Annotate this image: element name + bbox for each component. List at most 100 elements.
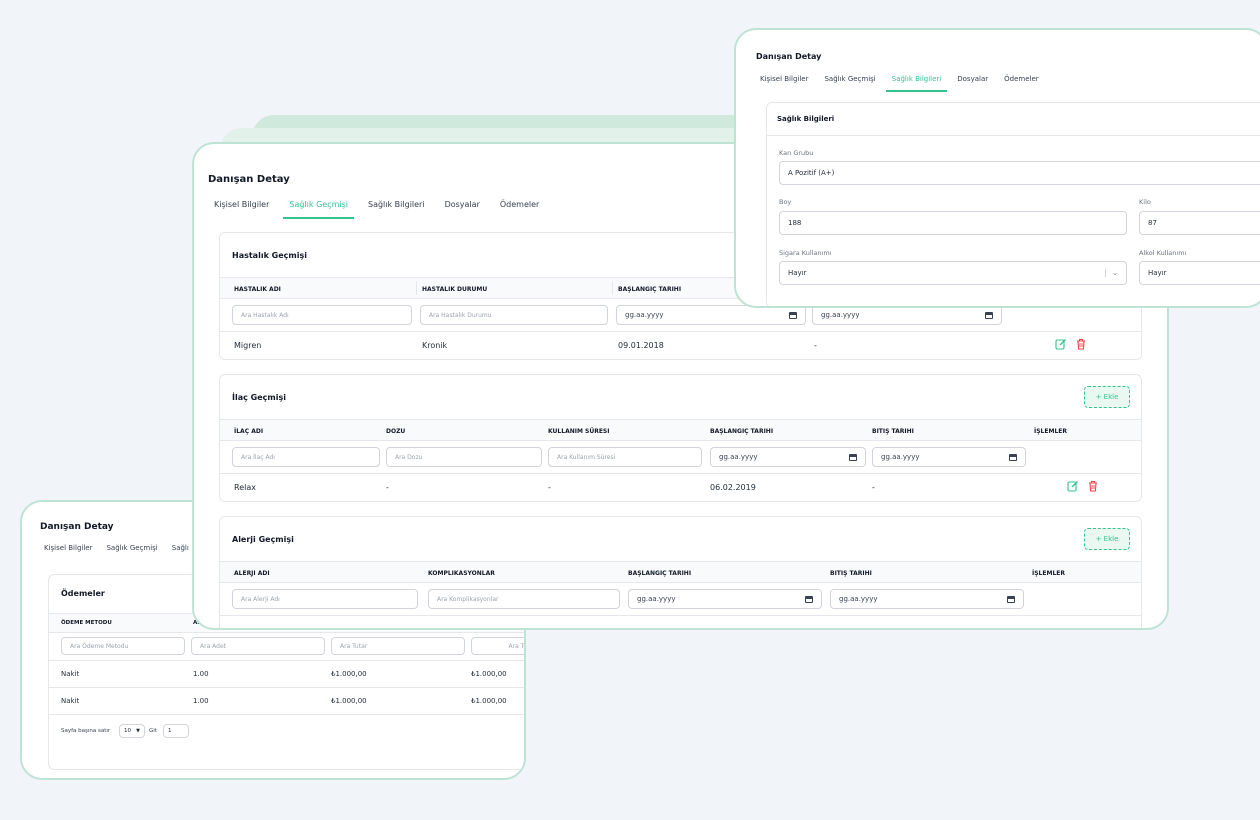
table-cell: Kronik: [422, 341, 448, 350]
tab-health-info[interactable]: Sağlık Bilgileri: [885, 75, 947, 92]
column-header: ALERJI ADI: [234, 570, 270, 577]
health-info-card: Danışan Detay Kişisel Bilgiler Sağlık Ge…: [734, 28, 1260, 308]
disease-name-filter[interactable]: Ara Hastalık Adı: [232, 305, 412, 325]
row-divider: [220, 473, 1141, 474]
tab-personal[interactable]: Kişisel Bilgiler: [214, 200, 270, 209]
table-header: İLAÇ ADI DOZU KULLANIM SÜRESI BAŞLANGIÇ …: [220, 419, 1141, 441]
tab-bar: Kişisel Bilgiler Sağlık Geçmişi Sağlık B…: [760, 75, 1039, 92]
calendar-icon: [849, 453, 857, 461]
table-cell: Nakit: [61, 697, 80, 705]
table-cell: 09.01.2018: [618, 341, 664, 350]
date-placeholder: gg.aa.yyyy: [637, 595, 676, 603]
end-date-filter[interactable]: gg.aa.yyyy: [812, 305, 1002, 325]
calendar-icon: [985, 311, 993, 319]
smoking-value: Hayır: [788, 269, 807, 277]
column-header: HASTALIK ADI: [234, 286, 281, 293]
section-title: Alerji Geçmişi: [232, 535, 294, 544]
tab-health-history[interactable]: Sağlık Geçmişi: [824, 75, 876, 83]
allergy-history-section: Alerji Geçmişi + Ekle ALERJI ADI KOMPLIK…: [219, 516, 1142, 628]
tab-health-history[interactable]: Sağlık Geçmişi: [106, 544, 158, 552]
date-placeholder: gg.aa.yyyy: [625, 311, 664, 319]
date-placeholder: gg.aa.yyyy: [839, 595, 878, 603]
goto-page-input[interactable]: 1: [163, 724, 189, 738]
column-header: BAŞLANGIÇ TARIHI: [618, 286, 682, 293]
column-header: İŞLEMLER: [1034, 428, 1067, 435]
row-divider: [220, 331, 1141, 332]
section-divider: [767, 135, 1260, 136]
alcohol-value: Hayır: [1148, 269, 1167, 277]
disease-status-filter[interactable]: Ara Hastalık Durumu: [420, 305, 608, 325]
tab-payments[interactable]: Ödemeler: [499, 200, 540, 209]
medication-name-filter[interactable]: Ara İlaç Adı: [232, 447, 380, 467]
tab-payments[interactable]: Ödemeler: [1004, 75, 1039, 83]
column-header: İLAÇ ADI: [234, 428, 264, 435]
trash-icon[interactable]: [1074, 337, 1088, 351]
column-header: KOMPLIKASYONLAR: [428, 570, 495, 577]
column-header: DOZU: [386, 428, 406, 435]
end-date-filter[interactable]: gg.aa.yyyy: [830, 589, 1024, 609]
tab-personal[interactable]: Kişisel Bilgiler: [760, 75, 809, 83]
section-title: Sağlık Bilgileri: [777, 115, 835, 123]
add-medication-button[interactable]: + Ekle: [1084, 386, 1130, 408]
quantity-filter[interactable]: Ara Adet: [191, 637, 325, 655]
tab-personal[interactable]: Kişisel Bilgiler: [44, 544, 93, 552]
rows-per-page-select[interactable]: 10 ▼: [119, 724, 145, 738]
table-cell: ₺1.000,00: [471, 670, 507, 678]
trash-icon[interactable]: [1086, 479, 1100, 493]
column-header: HASTALIK DURUMU: [422, 286, 488, 293]
column-header: ÖDEME METODU: [61, 620, 112, 626]
edit-icon[interactable]: [1066, 479, 1080, 493]
tab-files[interactable]: Dosyalar: [957, 75, 989, 83]
add-allergy-button[interactable]: + Ekle: [1084, 528, 1130, 550]
table-cell: -: [872, 483, 875, 492]
allergy-name-filter[interactable]: Ara Alerji Adı: [232, 589, 418, 609]
start-date-filter[interactable]: gg.aa.yyyy: [628, 589, 822, 609]
total-filter[interactable]: Ara Toplam: [471, 637, 524, 655]
end-date-filter[interactable]: gg.aa.yyyy: [872, 447, 1026, 467]
column-separator: [416, 281, 417, 295]
goto-label: Git: [149, 728, 157, 734]
tab-health-history[interactable]: Sağlık Geçmişi: [283, 200, 354, 219]
start-date-filter[interactable]: gg.aa.yyyy: [616, 305, 806, 325]
height-field[interactable]: 188: [779, 211, 1127, 235]
smoking-select[interactable]: Hayır ⌄: [779, 261, 1127, 285]
page-title: Danışan Detay: [756, 52, 822, 61]
table-cell: Migren: [234, 341, 262, 350]
row-divider: [49, 660, 524, 661]
table-cell: 1.00: [193, 670, 209, 678]
column-header: KULLANIM SÜRESI: [548, 428, 610, 435]
tab-health-info[interactable]: Sağlı: [171, 544, 189, 552]
usage-duration-filter[interactable]: Ara Kullanım Süresi: [548, 447, 702, 467]
table-cell: ₺1.000,00: [331, 697, 367, 705]
section-title: Hastalık Geçmişi: [232, 251, 307, 260]
start-date-filter[interactable]: gg.aa.yyyy: [710, 447, 866, 467]
table-cell: Relax: [234, 483, 256, 492]
edit-icon[interactable]: [1054, 337, 1068, 351]
calendar-icon: [805, 595, 813, 603]
column-header: İŞLEMLER: [1032, 570, 1065, 577]
alcohol-label: Alkol Kullanımı: [1139, 249, 1187, 257]
tab-files[interactable]: Dosyalar: [444, 200, 480, 209]
payment-method-filter[interactable]: Ara Ödeme Metodu: [61, 637, 185, 655]
table-cell: ₺1.000,00: [331, 670, 367, 678]
calendar-icon: [1009, 453, 1017, 461]
table-cell: ₺1.000,00: [471, 697, 507, 705]
medication-history-section: İlaç Geçmişi + Ekle İLAÇ ADI DOZU KULLAN…: [219, 374, 1142, 502]
dose-filter[interactable]: Ara Dozu: [386, 447, 542, 467]
complications-filter[interactable]: Ara Komplikasyonlar: [428, 589, 620, 609]
rows-per-page-label: Sayfa başına satır: [61, 728, 111, 734]
weight-field[interactable]: 87: [1139, 211, 1260, 235]
amount-filter[interactable]: Ara Tutar: [331, 637, 465, 655]
row-divider: [49, 714, 524, 715]
section-title: İlaç Geçmişi: [232, 393, 286, 402]
date-placeholder: gg.aa.yyyy: [821, 311, 860, 319]
tab-health-info[interactable]: Sağlık Bilgileri: [368, 200, 425, 209]
alcohol-select[interactable]: Hayır: [1139, 261, 1260, 285]
table-cell: -: [386, 483, 389, 492]
column-header: BITIŞ TARIHI: [830, 570, 872, 577]
tab-bar: Kişisel Bilgiler Sağlık Geçmişi Sağlı: [44, 544, 189, 552]
calendar-icon: [789, 311, 797, 319]
date-placeholder: gg.aa.yyyy: [881, 453, 920, 461]
rows-per-page-value: 10: [124, 728, 131, 734]
blood-type-field[interactable]: A Pozitif (A+): [779, 161, 1260, 185]
